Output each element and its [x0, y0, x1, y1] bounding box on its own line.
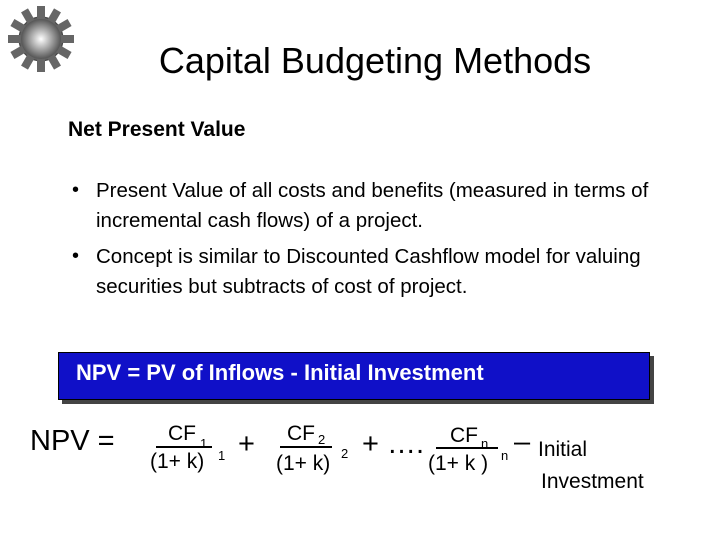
- numerator: CF: [450, 424, 478, 447]
- superscript: 1: [218, 448, 226, 463]
- callout-box: [58, 352, 650, 400]
- callout-text: NPV = PV of Inflows - Initial Investment: [76, 360, 484, 385]
- fraction-bar: [280, 446, 332, 448]
- operator: + ….: [362, 428, 425, 460]
- fraction-bar: [156, 446, 212, 448]
- section-heading: Net Present Value: [68, 118, 246, 141]
- denominator: (1+ k ): [428, 452, 489, 475]
- operator: +: [238, 428, 255, 460]
- subscript: n: [481, 436, 489, 451]
- subscript: 2: [318, 432, 326, 447]
- bullet: Present Value of all costs and benefits …: [72, 175, 712, 236]
- bullet-list: Present Value of all costs and benefits …: [72, 175, 712, 308]
- denominator: (1+ k): [150, 450, 205, 473]
- superscript: n: [501, 448, 509, 463]
- numerator: CF: [287, 422, 315, 445]
- subscript: 1: [200, 436, 208, 451]
- operator: –: [514, 426, 531, 458]
- fraction-bar: [436, 447, 498, 449]
- gear-icon: [8, 6, 74, 72]
- denominator: (1+ k): [276, 452, 331, 475]
- formula-lhs: NPV =: [30, 425, 115, 457]
- superscript: 2: [341, 446, 349, 461]
- formula-text: Initial: [538, 438, 588, 461]
- formula-text: Investment: [541, 470, 644, 493]
- slide-title: Capital Budgeting Methods: [158, 40, 592, 81]
- bullet: Concept is similar to Discounted Cashflo…: [72, 241, 712, 302]
- numerator: CF: [168, 422, 196, 445]
